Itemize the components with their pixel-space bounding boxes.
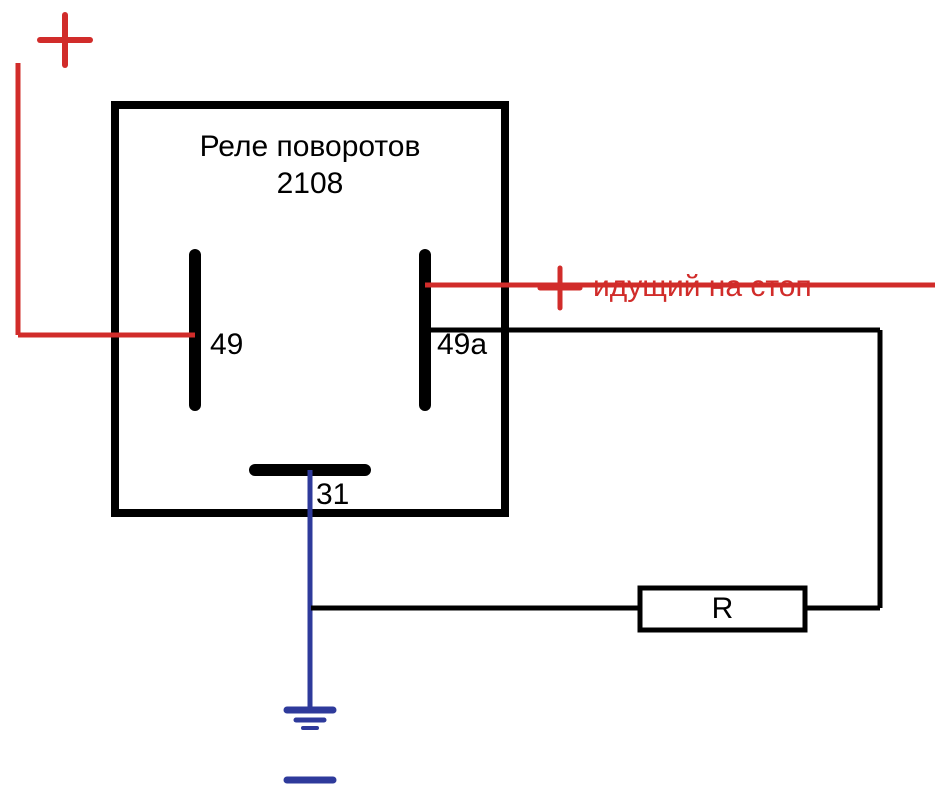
relay-title-line1: Реле поворотов (200, 130, 421, 164)
stop-wire-label: идущий на стоп (593, 270, 812, 304)
relay-title-line2: 2108 (277, 167, 344, 201)
circuit-diagram: Реле поворотов 2108 49 49а 31 идущий на … (0, 0, 935, 801)
pin-31-label: 31 (316, 478, 349, 512)
pin-49-label: 49 (210, 328, 243, 362)
resistor-label: R (712, 592, 734, 626)
pin-49a-label: 49а (437, 328, 487, 362)
diagram-svg (0, 0, 935, 801)
